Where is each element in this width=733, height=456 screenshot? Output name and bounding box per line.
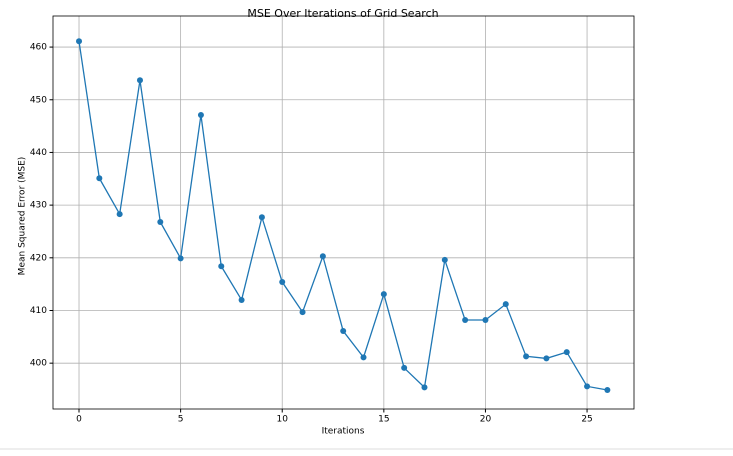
point (96, 175, 103, 182)
plot-frame (52, 15, 635, 410)
x-tick-label: 15 (378, 415, 389, 425)
point (116, 211, 123, 218)
x-tick-label: 5 (178, 415, 184, 425)
point (543, 355, 550, 362)
y-tick-label: 420 (30, 253, 47, 263)
y-tick-label: 400 (30, 359, 47, 369)
x-tick-label: 20 (480, 415, 492, 425)
point (299, 309, 306, 316)
point (360, 354, 367, 361)
point (218, 263, 225, 270)
x-tick-label: 25 (581, 415, 592, 425)
x-tick-label: 10 (277, 415, 289, 425)
x-axis-label: Iterations (322, 427, 365, 437)
point (197, 112, 204, 119)
y-tick-label: 450 (30, 95, 47, 105)
point (279, 279, 286, 286)
point (380, 291, 387, 298)
point (136, 77, 143, 84)
chart-title: MSE Over Iterations of Grid Search (247, 7, 438, 20)
point (76, 38, 83, 45)
point (604, 387, 611, 394)
point (258, 214, 265, 221)
y-tick-label: 460 (30, 43, 47, 53)
point (319, 253, 326, 260)
point (462, 316, 469, 323)
y-tick-label: 430 (30, 201, 47, 211)
point (340, 328, 347, 335)
point (401, 364, 408, 371)
point (523, 353, 530, 360)
point (441, 256, 448, 263)
point (482, 316, 489, 323)
point (421, 384, 428, 391)
x-tick-label: 0 (76, 415, 82, 425)
series-line (78, 41, 608, 391)
y-tick-label: 440 (30, 148, 47, 158)
plot-area: 400 410 420 430 440 450 460 0 5 10 15 20 25 (30, 16, 634, 425)
y-axis-label: Mean Squared Error (MSE) (18, 157, 28, 276)
point (157, 218, 164, 225)
point (502, 301, 509, 308)
point (177, 255, 184, 262)
point (563, 349, 570, 356)
y-tick-label: 410 (30, 306, 47, 316)
point (238, 296, 245, 303)
point (584, 383, 591, 390)
